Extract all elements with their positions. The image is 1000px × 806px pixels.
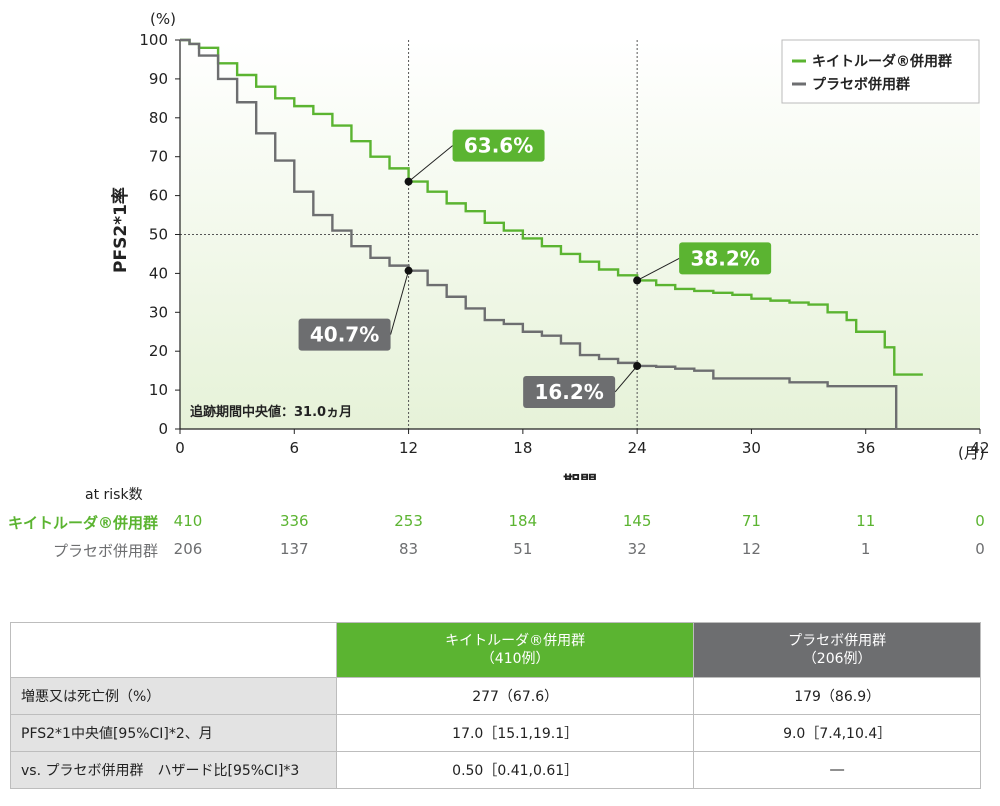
- table-row: vs. プラセボ併用群 ハザード比[95%CI]*3 0.50［0.41,0.6…: [10, 751, 981, 789]
- y-tick-label: 40: [149, 264, 168, 282]
- x-unit-label: (月): [958, 444, 985, 462]
- cell-keytruda: 277（67.6）: [335, 677, 695, 715]
- table-row: PFS2*1中央値[95%CI]*2、月 17.0［15.1,19.1］ 9.0…: [10, 714, 981, 752]
- header-keytruda-name: キイトルーダ®併用群: [445, 633, 586, 649]
- annotation-box: [452, 129, 545, 162]
- y-tick-label: 70: [149, 148, 168, 166]
- y-tick-label: 80: [149, 109, 168, 127]
- at-risk-value: 83: [399, 540, 419, 558]
- at-risk-value: 145: [622, 512, 652, 530]
- at-risk-value: 12: [741, 540, 761, 558]
- axes: 0 10 20 30 40 50 60 70 80 90 100 0 6 12 18 24 30 36 42: [139, 31, 989, 457]
- follow-up-note: 追跡期間中央値：31.0ヵ月: [190, 404, 352, 420]
- annotation-point: [633, 276, 642, 285]
- cell-placebo: ―: [693, 751, 981, 789]
- at-risk-value: 32: [627, 540, 647, 558]
- x-axis-label: 期間: [563, 473, 597, 480]
- legend-label-placebo: プラセボ併用群: [812, 76, 910, 93]
- series-group: [180, 38, 923, 429]
- at-risk-value: 71: [741, 512, 761, 530]
- at-risk-value: 0: [975, 540, 985, 558]
- cell-keytruda: 0.50［0.41,0.61］: [335, 751, 695, 789]
- y-tick-label: 0: [158, 420, 168, 438]
- table-header-keytruda: キイトルーダ®併用群 （410例）: [335, 622, 695, 678]
- legend-box: [781, 39, 980, 104]
- row-label: vs. プラセボ併用群 ハザード比[95%CI]*3: [10, 751, 337, 789]
- at-risk-value: 1: [860, 540, 871, 558]
- y-tick-label: 50: [149, 226, 168, 244]
- x-tick-label: 42: [970, 439, 989, 457]
- at-risk-value: 336: [279, 512, 309, 530]
- header-placebo-n: （206例）: [802, 651, 872, 667]
- annotation-point: [404, 266, 413, 275]
- at-risk-label-text: キイトルーダ®併用群: [7, 514, 158, 532]
- table-header-row: キイトルーダ®併用群 （410例） プラセボ併用群 （206例）: [10, 622, 981, 678]
- at-risk-value: 253: [394, 512, 423, 530]
- at-risk-row-label: プラセボ併用群: [0, 540, 158, 560]
- annotation-label: 63.6%: [464, 134, 533, 158]
- annotation-leader: [408, 145, 453, 182]
- at-risk-value: 410: [173, 512, 203, 530]
- annotation-label: 16.2%: [534, 380, 603, 404]
- at-risk-value: 51: [513, 540, 533, 558]
- y-tick-label: 30: [149, 303, 168, 321]
- pfs2-chart: 0 10 20 30 40 50 60 70 80 90 100 0 6 12 18 24 30 36 42 63.…: [110, 10, 990, 480]
- y-tick-label: 100: [139, 31, 168, 49]
- at-risk-value: 137: [279, 540, 309, 558]
- annotation-box: [298, 318, 391, 351]
- annotation-box: [679, 242, 772, 275]
- x-tick-label: 36: [856, 439, 875, 457]
- header-placebo-name: プラセボ併用群: [788, 633, 887, 649]
- table-header-blank: [10, 622, 337, 678]
- header-keytruda-n: （410例）: [480, 651, 550, 667]
- at-risk-label-text: プラセボ併用群: [52, 542, 158, 560]
- annotation-point: [633, 361, 642, 370]
- y-axis-label: PFS2*1率: [110, 187, 131, 273]
- annotation-leader: [636, 257, 680, 281]
- x-tick-label: 12: [399, 439, 418, 457]
- at-risk-value: 184: [508, 512, 538, 530]
- annotation-label: 38.2%: [690, 246, 759, 270]
- y-unit-label: (%): [150, 10, 176, 28]
- annotation-leader: [614, 365, 638, 393]
- cell-placebo: 179（86.9）: [693, 677, 981, 715]
- at-risk-value: 11: [856, 512, 876, 530]
- cell-placebo: 9.0［7.4,10.4］: [693, 714, 981, 752]
- y-tick-label: 10: [149, 381, 168, 399]
- table-row: 増悪又は死亡例（%） 277（67.6） 179（86.9）: [10, 677, 981, 715]
- series-keytruda-line: [180, 38, 923, 376]
- annotation-leader: [390, 270, 410, 335]
- row-label: PFS2*1中央値[95%CI]*2、月: [10, 714, 337, 752]
- table-header-placebo: プラセボ併用群 （206例）: [693, 622, 981, 678]
- series-placebo-line: [180, 38, 898, 429]
- legend: キイトルーダ®併用群 プラセボ併用群: [781, 39, 980, 104]
- y-tick-label: 20: [149, 342, 168, 360]
- x-tick-label: 6: [290, 439, 300, 457]
- annotation-box: [523, 375, 616, 408]
- x-tick-label: 24: [628, 439, 647, 457]
- x-tick-label: 0: [175, 439, 185, 457]
- row-label: 増悪又は死亡例（%）: [10, 677, 337, 715]
- annotation-label: 40.7%: [310, 323, 379, 347]
- annotations: 63.6% 38.2% 40.7% 16.2%: [298, 129, 772, 408]
- cell-keytruda: 17.0［15.1,19.1］: [335, 714, 695, 752]
- at-risk-row-label: キイトルーダ®併用群: [0, 512, 158, 532]
- legend-label-keytruda: キイトルーダ®併用群: [812, 53, 952, 70]
- y-tick-label: 60: [149, 187, 168, 205]
- x-tick-label: 30: [742, 439, 761, 457]
- at-risk-value: 206: [173, 540, 203, 558]
- x-tick-label: 18: [513, 439, 532, 457]
- at-risk-value: 0: [975, 512, 985, 530]
- summary-table: キイトルーダ®併用群 （410例） プラセボ併用群 （206例） 増悪又は死亡例…: [10, 622, 981, 789]
- at-risk-title: at risk数: [85, 487, 143, 503]
- annotation-point: [404, 177, 413, 186]
- y-tick-label: 90: [149, 70, 168, 88]
